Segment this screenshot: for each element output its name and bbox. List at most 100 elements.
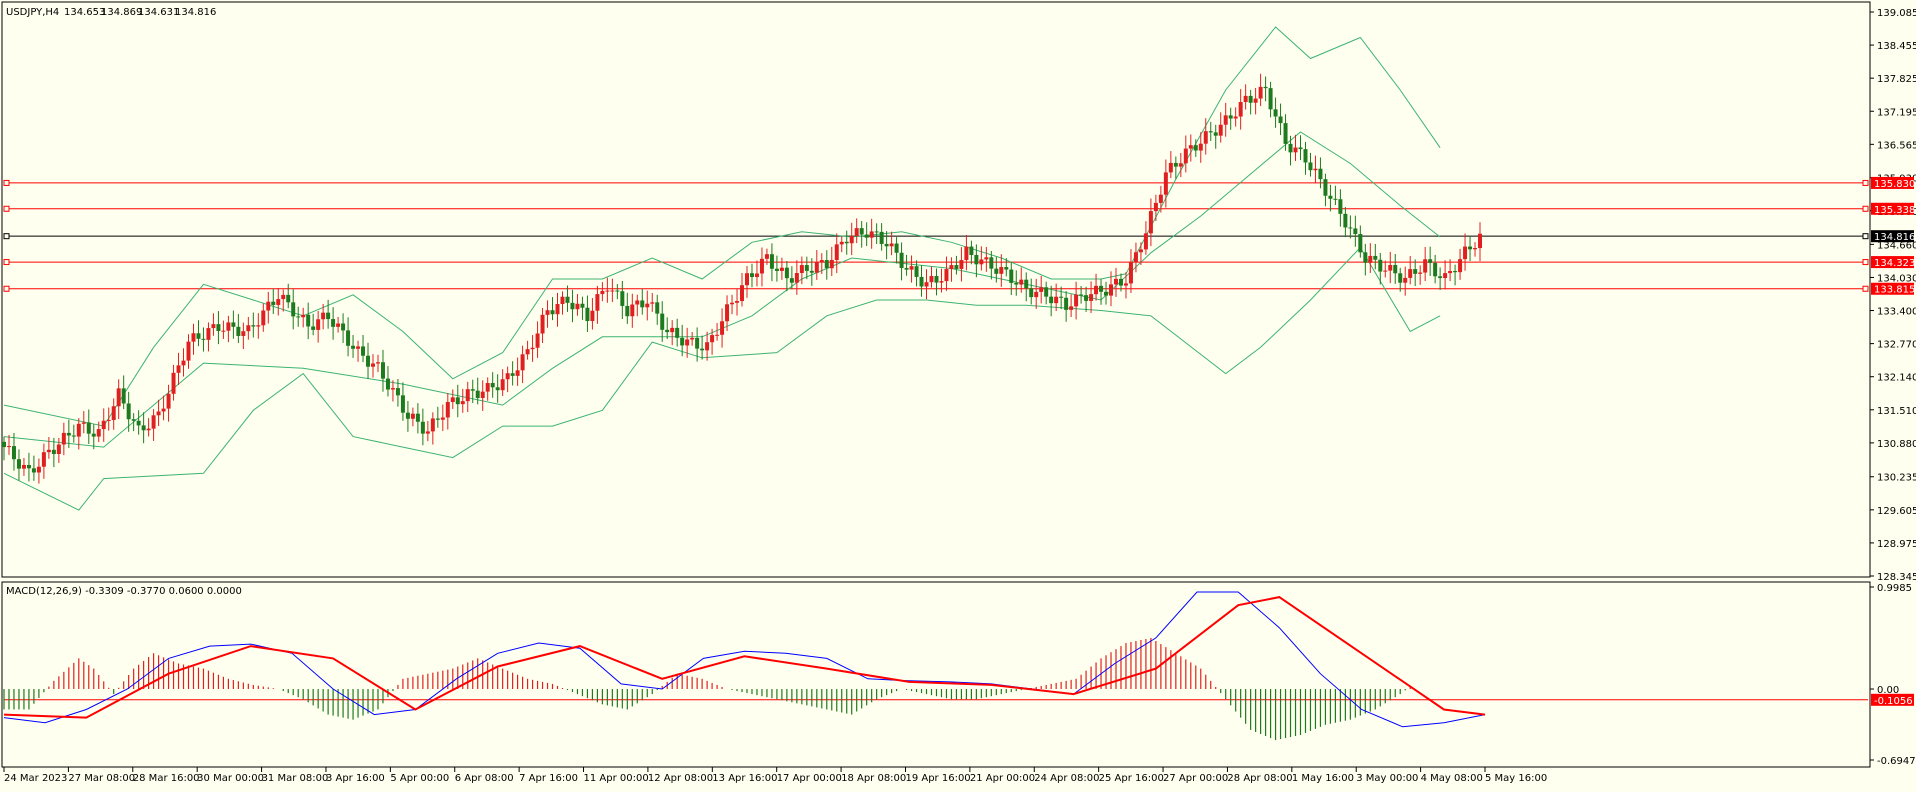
candle-body <box>440 417 445 420</box>
candle-body <box>1263 86 1268 89</box>
candle-body <box>1094 285 1099 295</box>
candle-body <box>425 431 430 434</box>
level-price-badge <box>1871 230 1914 243</box>
level-price-badge <box>1871 282 1914 295</box>
candle-body <box>1123 283 1128 286</box>
candle-body <box>1069 306 1074 310</box>
candle-body <box>485 383 490 392</box>
candle-body <box>46 449 51 453</box>
level-price-label: 134.816 <box>1874 232 1915 243</box>
level-price-badge <box>1871 176 1914 189</box>
candle-body <box>710 335 715 343</box>
candle-body <box>1228 115 1233 119</box>
candle-body <box>1193 145 1198 151</box>
candle-body <box>56 444 61 455</box>
candle-body <box>1163 172 1168 195</box>
chart-title: USDJPY,H4 <box>6 7 59 18</box>
candle-body <box>1313 168 1318 171</box>
candle-body <box>1198 143 1203 151</box>
candle-body <box>201 338 206 340</box>
candle-body <box>291 302 296 317</box>
ohlc-open: 134.653 <box>64 7 105 18</box>
candle-body <box>36 466 41 473</box>
candle-body <box>934 276 939 283</box>
candle-body <box>784 267 789 279</box>
candle-body <box>1413 269 1418 274</box>
candle-body <box>465 389 470 402</box>
price-tick-label: 130.880 <box>1877 439 1916 450</box>
candle-body <box>51 449 56 455</box>
candle-body <box>924 282 929 287</box>
candle-body <box>430 418 435 432</box>
candle-body <box>620 291 625 306</box>
candle-body <box>181 360 186 366</box>
candle-body <box>959 260 964 269</box>
candle-body <box>645 303 650 308</box>
candle-body <box>1143 233 1148 250</box>
candle-body <box>1308 162 1313 171</box>
time-tick-label: 24 Apr 08:00 <box>1034 773 1099 784</box>
time-tick-label: 1 May 16:00 <box>1292 773 1354 784</box>
level-marker-left <box>3 179 10 186</box>
candle-body <box>470 389 475 391</box>
price-tick-label: 133.400 <box>1877 307 1916 318</box>
time-tick-label: 30 Mar 00:00 <box>197 773 264 784</box>
candle-body <box>445 402 450 418</box>
level-price-label: 135.338 <box>1874 205 1915 216</box>
candle-body <box>695 337 700 349</box>
candle-body <box>839 241 844 245</box>
candle-body <box>1423 259 1428 273</box>
candle-body <box>560 296 565 305</box>
level-marker-right <box>1862 179 1869 186</box>
candle-body <box>1388 264 1393 271</box>
candle-body <box>1333 198 1338 200</box>
level-price-label: 134.323 <box>1874 258 1915 269</box>
candle-body <box>316 319 321 330</box>
time-tick-label: 17 Apr 00:00 <box>777 773 842 784</box>
candle-body <box>116 388 121 407</box>
candle-body <box>884 243 889 247</box>
candle-body <box>1208 131 1213 133</box>
candle-body <box>789 278 794 283</box>
candle-body <box>754 273 759 277</box>
candle-body <box>655 302 660 314</box>
time-tick-label: 27 Apr 00:00 <box>1163 773 1228 784</box>
candle-body <box>76 423 81 437</box>
level-marker-right <box>1862 205 1869 212</box>
candle-body <box>1398 273 1403 283</box>
candle-body <box>151 415 156 429</box>
candle-body <box>799 265 804 274</box>
candle-body <box>251 325 256 327</box>
candle-body <box>510 373 515 376</box>
candle-body <box>1243 95 1248 103</box>
candle-body <box>744 273 749 286</box>
candle-body <box>1109 284 1114 296</box>
candle-body <box>585 307 590 322</box>
candle-body <box>96 429 101 437</box>
candle-body <box>859 228 864 235</box>
candle-body <box>1183 148 1188 164</box>
candle-body <box>1283 123 1288 144</box>
candle-body <box>6 446 11 448</box>
candle-body <box>1298 147 1303 150</box>
candle-body <box>1009 269 1014 283</box>
time-tick-label: 11 Apr 00:00 <box>584 773 649 784</box>
candle-body <box>874 231 879 233</box>
time-tick-label: 18 Apr 08:00 <box>841 773 906 784</box>
candle-body <box>725 304 730 322</box>
candle-body <box>460 401 465 405</box>
candle-body <box>1113 278 1118 285</box>
candle-body <box>231 322 236 327</box>
candle-body <box>31 468 36 473</box>
candle-body <box>161 408 166 412</box>
candle-body <box>156 411 161 416</box>
candle-body <box>814 262 819 273</box>
candle-body <box>21 464 26 469</box>
candle-body <box>600 290 605 295</box>
candle-body <box>136 420 141 426</box>
bollinger-lower-line <box>3 246 1441 511</box>
candle-body <box>261 310 266 326</box>
candle-body <box>919 276 924 287</box>
price-tick-label: 134.030 <box>1877 273 1916 284</box>
candle-body <box>1473 248 1478 250</box>
